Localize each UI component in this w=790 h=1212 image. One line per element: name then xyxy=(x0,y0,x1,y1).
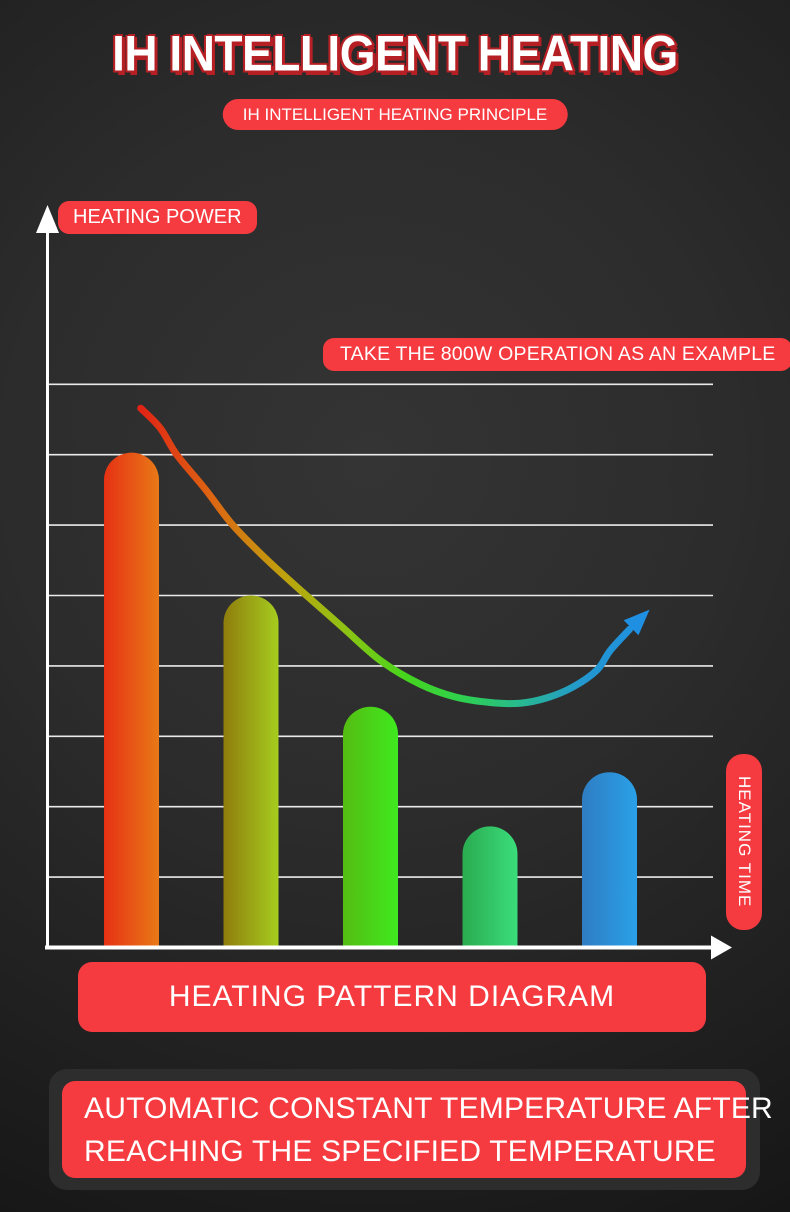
axes xyxy=(36,205,732,960)
heating-time-badge: HEATING TIME xyxy=(726,754,762,930)
heating-power-badge: HEATING POWER xyxy=(58,201,257,234)
bar-stage-1 xyxy=(104,452,159,948)
footer-panel: AUTOMATIC CONSTANT TEMPERATURE AFTER REA… xyxy=(49,1069,773,1190)
bar-stage-2 xyxy=(223,595,279,948)
subtitle-badge: IH INTELLIGENT HEATING PRINCIPLE xyxy=(222,99,568,130)
x-axis-arrow-icon xyxy=(711,935,732,960)
power-curve xyxy=(137,404,634,708)
curve-arrowhead-icon xyxy=(623,609,650,636)
page-title: IH INTELLIGENT HEATING xyxy=(112,25,678,82)
footer-line-2: REACHING THE SPECIFIED TEMPERATURE xyxy=(84,1134,716,1168)
bar-stage-4 xyxy=(462,826,518,948)
bar-stage-3 xyxy=(343,706,398,948)
heating-chart xyxy=(0,190,790,975)
bar-stage-5 xyxy=(582,772,637,948)
footer-line-1: AUTOMATIC CONSTANT TEMPERATURE AFTER xyxy=(84,1091,773,1125)
heating-chart-svg xyxy=(36,205,732,960)
example-annotation-badge: TAKE THE 800W OPERATION AS AN EXAMPLE xyxy=(323,338,790,371)
caption-banner: HEATING PATTERN DIAGRAM xyxy=(78,962,706,1032)
power-bars xyxy=(104,452,637,948)
footer-banner: AUTOMATIC CONSTANT TEMPERATURE AFTER REA… xyxy=(62,1081,773,1178)
y-axis-arrow-icon xyxy=(36,205,59,233)
